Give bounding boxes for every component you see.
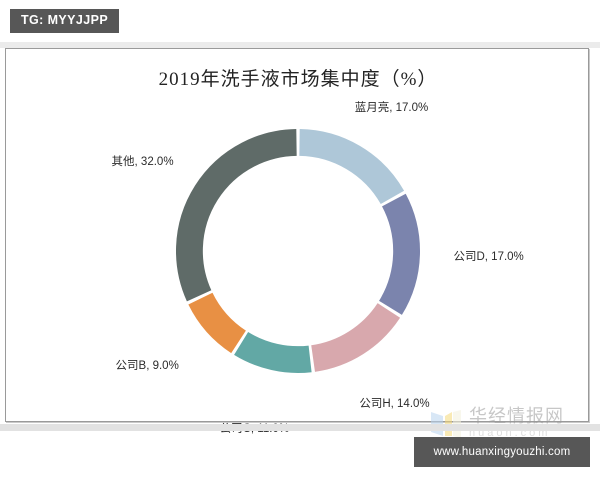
donut-svg xyxy=(176,129,420,373)
donut-slice[interactable] xyxy=(234,331,312,373)
donut-slice[interactable] xyxy=(298,129,405,205)
slice-label: 公司D, 17.0% xyxy=(453,251,524,264)
watermark-cn: 华经情报网 xyxy=(469,406,564,426)
donut-slice[interactable] xyxy=(176,129,298,302)
slice-label: 蓝月亮, 17.0% xyxy=(354,101,429,114)
slice-label: 公司H, 14.0% xyxy=(359,398,430,411)
donut-slice[interactable] xyxy=(188,292,247,354)
footer-bar: www.huanxingyouzhi.com xyxy=(414,437,590,467)
donut-chart: 蓝月亮, 17.0%公司D, 17.0%公司H, 14.0%公司C, 11.0%… xyxy=(6,101,590,435)
card-strip-top xyxy=(0,42,600,48)
chart-card: 2019年洗手液市场集中度（%） 蓝月亮, 17.0% 公司D, 17.0% 公司H… xyxy=(5,48,590,439)
tag-badge: TG: MYYJJPP xyxy=(10,9,120,33)
slice-label: 其他, 32.0% xyxy=(111,156,174,169)
chart-title: 2019年洗手液市场集中度（%） xyxy=(158,69,438,90)
slice-label: 公司B, 9.0% xyxy=(115,360,179,373)
card-strip-bottom xyxy=(0,424,600,431)
donut-slice[interactable] xyxy=(378,193,420,315)
footer-url: www.huanxingyouzhi.com xyxy=(433,446,571,458)
donut-slice[interactable] xyxy=(310,302,401,372)
